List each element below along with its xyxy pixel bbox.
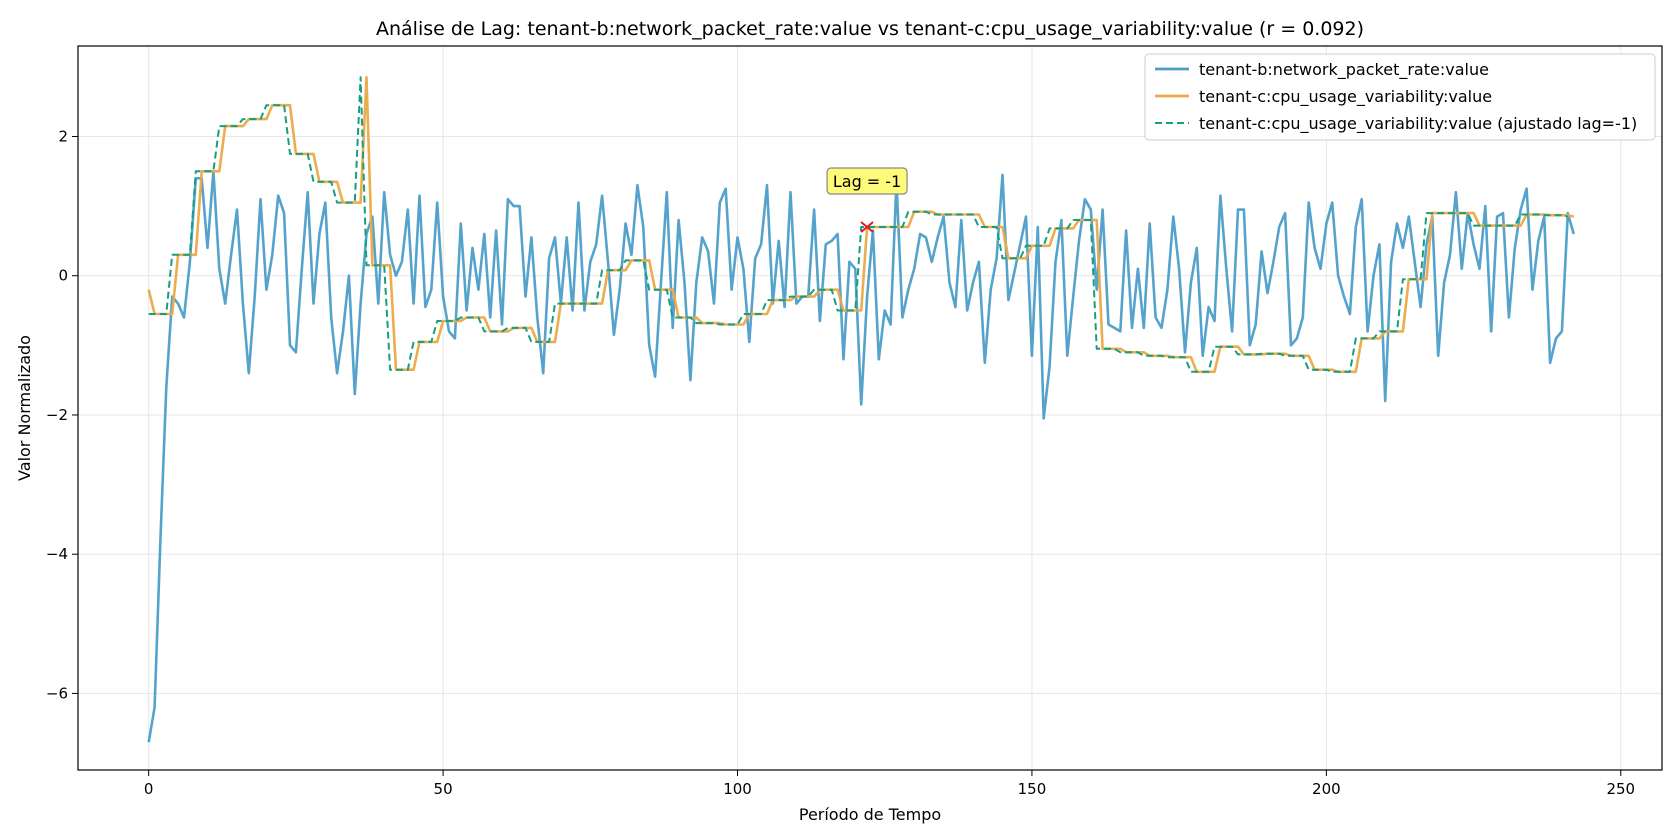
y-tick-label: −6	[46, 684, 68, 702]
x-tick-label: 200	[1312, 780, 1341, 798]
annotation-marker-stroke-b	[860, 221, 874, 233]
x-axis-label: Período de Tempo	[799, 805, 941, 824]
x-tick-label: 250	[1606, 780, 1635, 798]
annotation-box	[826, 167, 908, 195]
x-tick-label: 0	[144, 780, 154, 798]
x-tick-label: 150	[1018, 780, 1047, 798]
series-line-3	[148, 76, 1569, 373]
legend: tenant-b:network_packet_rate:valuetenant…	[1144, 53, 1656, 141]
annotation-label: Lag = -1	[833, 172, 901, 191]
annotation-layer: Lag = -1	[826, 167, 908, 233]
tick-layer: 0 50 100 150 200 250 −6 −4 −2 0 2	[46, 128, 1635, 799]
series-layer	[147, 76, 1575, 743]
series-line-1	[147, 170, 1575, 743]
y-tick-label: −4	[46, 545, 68, 563]
legend-label-1: tenant-b:network_packet_rate:value	[1199, 60, 1489, 80]
y-tick-label: −2	[46, 406, 68, 424]
x-tick-label: 50	[434, 780, 453, 798]
y-axis-label: Valor Normalizado	[15, 335, 34, 481]
legend-label-3: tenant-c:cpu_usage_variability:value (aj…	[1199, 114, 1637, 134]
x-tick-label: 100	[723, 780, 752, 798]
legend-box	[1144, 53, 1656, 141]
y-tick-label: 0	[58, 267, 68, 285]
y-tick-label: 2	[58, 128, 68, 146]
legend-label-2: tenant-c:cpu_usage_variability:value	[1199, 87, 1492, 107]
chart-title: Análise de Lag: tenant-b:network_packet_…	[376, 18, 1364, 40]
plot-frame	[77, 45, 1663, 771]
